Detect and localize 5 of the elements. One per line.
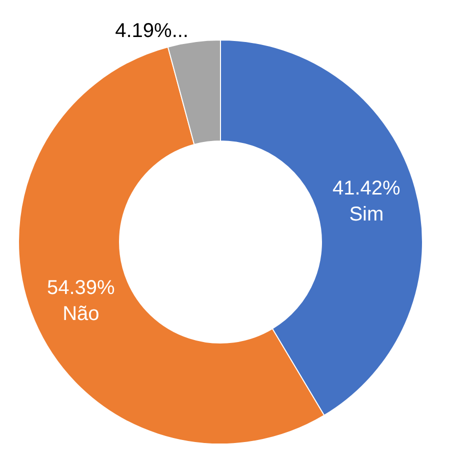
data-label: 4.19%... bbox=[115, 20, 188, 42]
slice-label: Não bbox=[62, 303, 100, 326]
data-label: 54.39% bbox=[47, 277, 116, 300]
data-label: 41.42% bbox=[332, 178, 401, 200]
slice-label: Sim bbox=[349, 204, 384, 226]
